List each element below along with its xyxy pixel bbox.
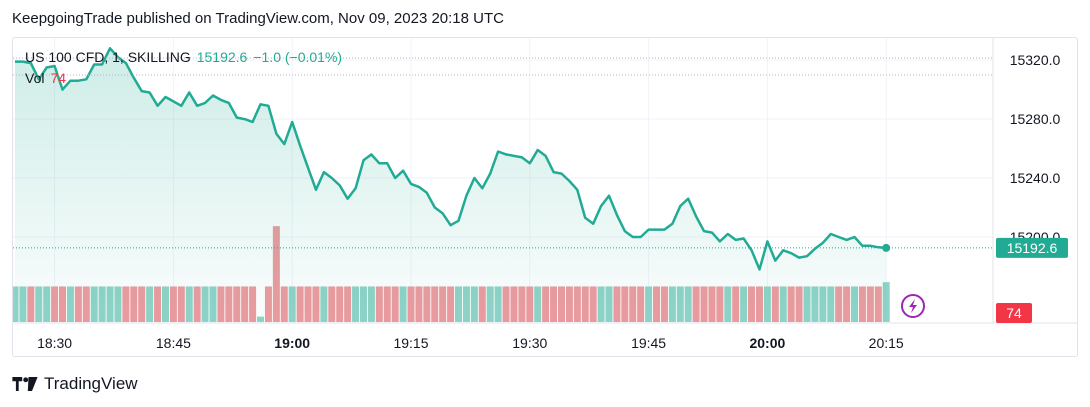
price-change: −1.0 (−0.01%) [253, 49, 343, 65]
symbol-name[interactable]: US 100 CFD, 1, SKILLING [25, 49, 191, 65]
x-tick-label: 19:30 [512, 335, 547, 351]
tradingview-brand[interactable]: TradingView [44, 374, 138, 393]
volume-value: 74 [50, 70, 67, 86]
last-volume-badge-text: 74 [1006, 305, 1022, 321]
x-tick-label: 19:15 [393, 335, 428, 351]
last-price-badge [996, 237, 1068, 258]
y-tick-label: 15320.0 [1010, 52, 1061, 68]
price-badges: 15192.6 74 [901, 237, 1068, 323]
last-price-badge-text: 15192.6 [1007, 240, 1058, 256]
tradingview-footer[interactable]: TradingView [12, 374, 138, 394]
price-area [13, 47, 993, 324]
price-line [15, 47, 887, 271]
volume-label[interactable]: Vol [25, 70, 45, 86]
lightning-icon-bolt [909, 299, 917, 313]
y-tick-label: 15240.0 [1010, 170, 1061, 186]
x-tick-label: 19:45 [631, 335, 666, 351]
lightning-icon [901, 294, 925, 318]
tradingview-logo-icon [12, 377, 38, 391]
y-tick-label: 15280.0 [1010, 111, 1061, 127]
chart-pane[interactable]: 18:30 18:45 19:00 19:15 19:30 19:45 20:00 20:15… [12, 37, 1078, 357]
price-chart[interactable]: 18:30 18:45 19:00 19:15 19:30 19:45 20:00 20:15… [13, 38, 1078, 357]
symbol-legend[interactable]: US 100 CFD, 1, SKILLING 15192.6 −1.0 (−0.0… [25, 48, 342, 66]
x-tick-label: 20:00 [749, 335, 785, 351]
publish-header: KeepgoingTrade published on TradingView.… [12, 10, 504, 27]
last-volume-badge [996, 303, 1032, 323]
x-tick-label: 18:30 [37, 335, 72, 351]
x-tick-label: 20:15 [869, 335, 904, 351]
volume-legend[interactable]: Vol 74 [25, 70, 66, 86]
x-tick-label: 19:00 [274, 335, 310, 351]
last-value: 15192.6 [196, 49, 248, 65]
last-price-marker [882, 243, 891, 252]
x-tick-label: 18:45 [156, 335, 191, 351]
price-area-fill [15, 48, 887, 324]
